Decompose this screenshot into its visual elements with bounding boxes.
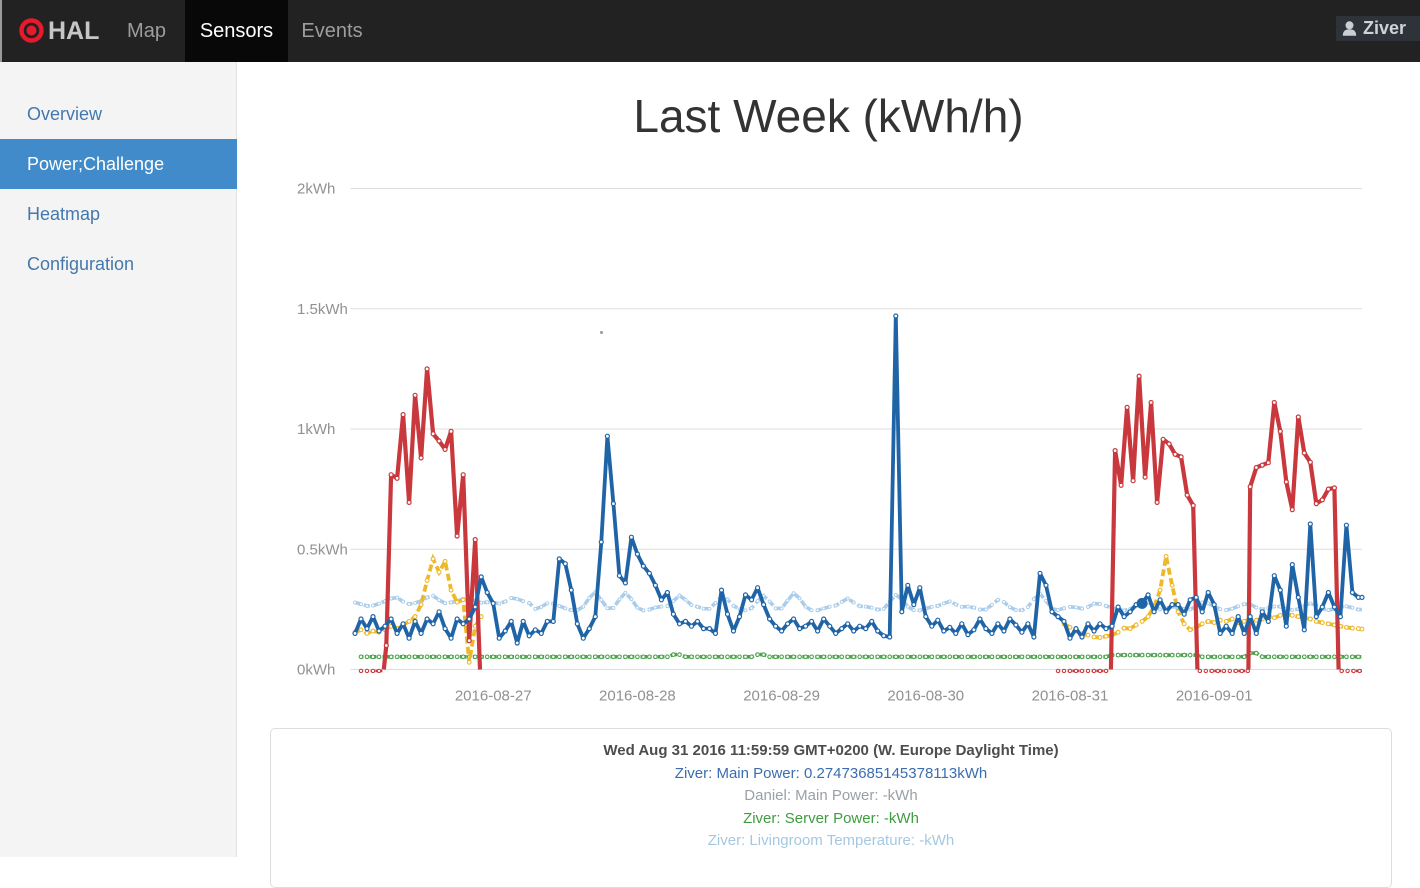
svg-text:2016-08-31: 2016-08-31 (1032, 688, 1109, 705)
svg-text:2016-08-29: 2016-08-29 (743, 688, 820, 705)
svg-text:2016-08-27: 2016-08-27 (455, 688, 532, 705)
svg-text:2kWh: 2kWh (297, 181, 335, 198)
svg-text:0kWh: 0kWh (297, 662, 335, 679)
svg-text:2016-08-30: 2016-08-30 (887, 688, 964, 705)
svg-text:1kWh: 1kWh (297, 421, 335, 438)
svg-text:2016-08-28: 2016-08-28 (599, 688, 676, 705)
svg-text:2016-09-01: 2016-09-01 (1176, 688, 1253, 705)
svg-text:0.5kWh: 0.5kWh (297, 541, 348, 558)
svg-text:1.5kWh: 1.5kWh (297, 301, 348, 318)
